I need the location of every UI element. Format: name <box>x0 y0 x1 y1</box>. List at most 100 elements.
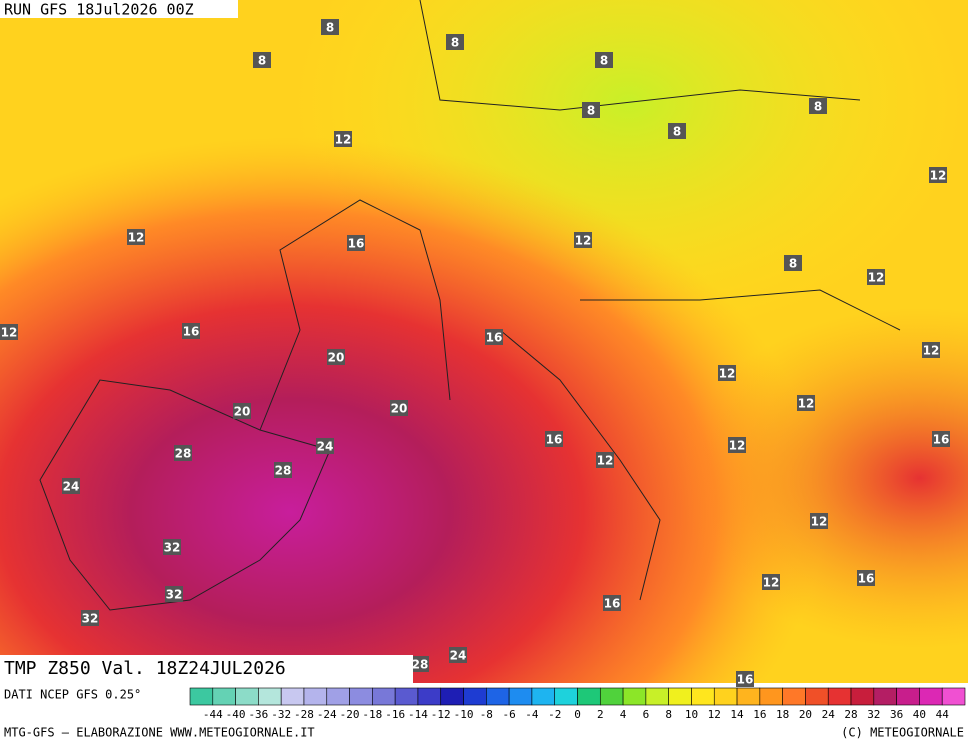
colorbar-cell <box>873 687 897 706</box>
colorbar-label: 32 <box>867 708 880 721</box>
label-box <box>449 647 467 663</box>
contour-label: 16 <box>737 673 754 687</box>
label-box <box>446 34 464 50</box>
colorbar-cell <box>645 687 669 706</box>
colorbar-cell <box>189 687 214 706</box>
colorbar-cell <box>508 687 533 706</box>
colorbar-cell <box>349 687 373 706</box>
contour-label: 12 <box>597 454 614 468</box>
label-box <box>857 570 875 586</box>
colorbar-cell <box>736 687 761 706</box>
colorbar-cell <box>941 687 966 706</box>
contour-label: 32 <box>82 612 99 626</box>
colorbar-cell <box>827 687 852 706</box>
colorbar-label: 10 <box>685 708 698 721</box>
header-box <box>0 0 238 18</box>
label-box <box>784 255 802 271</box>
label-box <box>718 365 736 381</box>
contour-label: 16 <box>604 597 621 611</box>
contour-label: 32 <box>166 588 183 602</box>
label-box <box>253 52 271 68</box>
colorbar-cell <box>417 687 442 706</box>
label-box <box>316 438 334 454</box>
map <box>0 0 968 683</box>
colorbar-cell <box>372 687 396 706</box>
colorbar-cell <box>258 687 282 706</box>
colorbar-label: -16 <box>385 708 405 721</box>
label-box <box>62 478 80 494</box>
colorbar-label: 28 <box>844 708 857 721</box>
contour-label: 12 <box>1 326 18 340</box>
colorbar-cell <box>805 687 829 706</box>
label-box <box>0 324 18 340</box>
contour-label: 16 <box>348 237 365 251</box>
label-box <box>728 437 746 453</box>
contour-label: 8 <box>673 125 681 139</box>
label-box <box>603 595 621 611</box>
label-box <box>327 349 345 365</box>
contour-label: 8 <box>587 104 595 118</box>
colorbar-cell <box>599 687 624 706</box>
colorbar-cell <box>531 687 556 706</box>
colorbar-cell <box>759 687 783 706</box>
contour-label: 20 <box>328 351 345 365</box>
label-box <box>762 574 780 590</box>
colorbar-label: 6 <box>643 708 650 721</box>
warm-east <box>0 0 968 683</box>
colorbar-label: -44 <box>203 708 223 721</box>
colorbar-label: -2 <box>548 708 561 721</box>
colorbar-label: -10 <box>454 708 474 721</box>
contour-label: 12 <box>930 169 947 183</box>
label-box <box>165 586 183 602</box>
colorbar-label: 20 <box>799 708 812 721</box>
label-box <box>334 131 352 147</box>
contour-label: 12 <box>811 515 828 529</box>
contour-label: 20 <box>391 402 408 416</box>
colorbar-label: -18 <box>362 708 382 721</box>
colorbar-label: 14 <box>730 708 744 721</box>
label-box <box>809 98 827 114</box>
contour-label: 28 <box>175 447 192 461</box>
colorbar-label: -4 <box>525 708 539 721</box>
label-box <box>867 269 885 285</box>
colorbar-label: 12 <box>708 708 721 721</box>
contour-label: 12 <box>128 231 145 245</box>
colorbar-label: -32 <box>271 708 291 721</box>
contour-label: 28 <box>275 464 292 478</box>
border <box>259 199 451 431</box>
colorbar-label: 36 <box>890 708 903 721</box>
colorbar-cell <box>554 687 578 706</box>
colorbar-cell <box>850 687 875 706</box>
contour-label: 16 <box>933 433 950 447</box>
colorbar-cell <box>691 687 715 706</box>
contour-label: 12 <box>575 234 592 248</box>
colorbar: -44 -40 -36 -32 -28 -24 -20 -18 -16 -14 -12 -10 -8 -6… <box>189 687 966 721</box>
contour-label: 8 <box>789 257 797 271</box>
colorbar-cell <box>896 687 920 706</box>
border <box>580 289 901 331</box>
colorbar-label: 0 <box>574 708 581 721</box>
colorbar-cell <box>919 687 943 706</box>
colorbar-label: -24 <box>317 708 337 721</box>
colorbar-label: 40 <box>913 708 926 721</box>
run-title: RUN GFS 18Jul2026 00Z <box>4 1 194 19</box>
contour-label: 32 <box>164 541 181 555</box>
contour-label: 16 <box>858 572 875 586</box>
label-box <box>127 229 145 245</box>
contour-label: 8 <box>326 21 334 35</box>
coastline <box>499 329 661 601</box>
label-box <box>233 403 251 419</box>
label-box <box>485 329 503 345</box>
credit: MTG-GFS — ELABORAZIONE WWW.METEOGIORNALE… <box>4 726 315 740</box>
label-box <box>347 235 365 251</box>
label-box <box>182 323 200 339</box>
label-box <box>390 400 408 416</box>
colorbar-label: 2 <box>597 708 604 721</box>
label-box <box>932 431 950 447</box>
colorbar-cell <box>280 687 305 706</box>
colorbar-label: 16 <box>753 708 766 721</box>
label-box <box>582 102 600 118</box>
colorbar-label: -8 <box>480 708 493 721</box>
border <box>419 0 861 111</box>
